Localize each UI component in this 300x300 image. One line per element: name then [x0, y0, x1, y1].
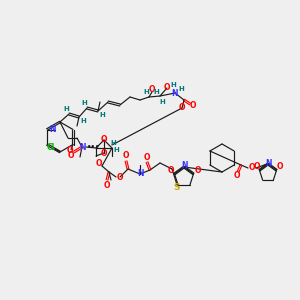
Text: H: H: [80, 118, 86, 124]
Text: S: S: [174, 183, 180, 192]
Text: •••: •••: [87, 143, 101, 149]
Text: N: N: [172, 88, 178, 98]
Text: O: O: [123, 152, 129, 160]
Text: H: H: [153, 89, 159, 95]
Text: O: O: [149, 85, 155, 94]
Text: O: O: [144, 152, 150, 161]
Text: H: H: [143, 89, 149, 95]
Text: O: O: [179, 103, 185, 112]
Text: N: N: [137, 169, 143, 178]
Text: H: H: [63, 106, 69, 112]
Text: O: O: [167, 167, 174, 176]
Text: N: N: [49, 125, 55, 134]
Text: O: O: [190, 101, 196, 110]
Text: O: O: [96, 160, 102, 169]
Text: O: O: [67, 146, 73, 155]
Text: H: H: [99, 112, 105, 118]
Text: N: N: [265, 158, 271, 167]
Text: H: H: [113, 147, 119, 153]
Text: N: N: [181, 161, 187, 170]
Text: H: H: [110, 140, 116, 146]
Text: O: O: [104, 181, 110, 190]
Text: N: N: [79, 142, 85, 152]
Text: O: O: [68, 152, 74, 160]
Text: Cl: Cl: [47, 143, 55, 152]
Text: O: O: [117, 172, 123, 182]
Text: O: O: [234, 172, 240, 181]
Text: O: O: [276, 162, 283, 171]
Text: H: H: [159, 99, 165, 105]
Text: O: O: [101, 136, 107, 145]
Text: H: H: [170, 82, 176, 88]
Text: O: O: [164, 83, 170, 92]
Text: O: O: [249, 164, 255, 172]
Text: O: O: [101, 148, 107, 158]
Text: O: O: [194, 167, 201, 176]
Text: O: O: [253, 162, 260, 171]
Text: H: H: [178, 86, 184, 92]
Text: H: H: [81, 100, 87, 106]
